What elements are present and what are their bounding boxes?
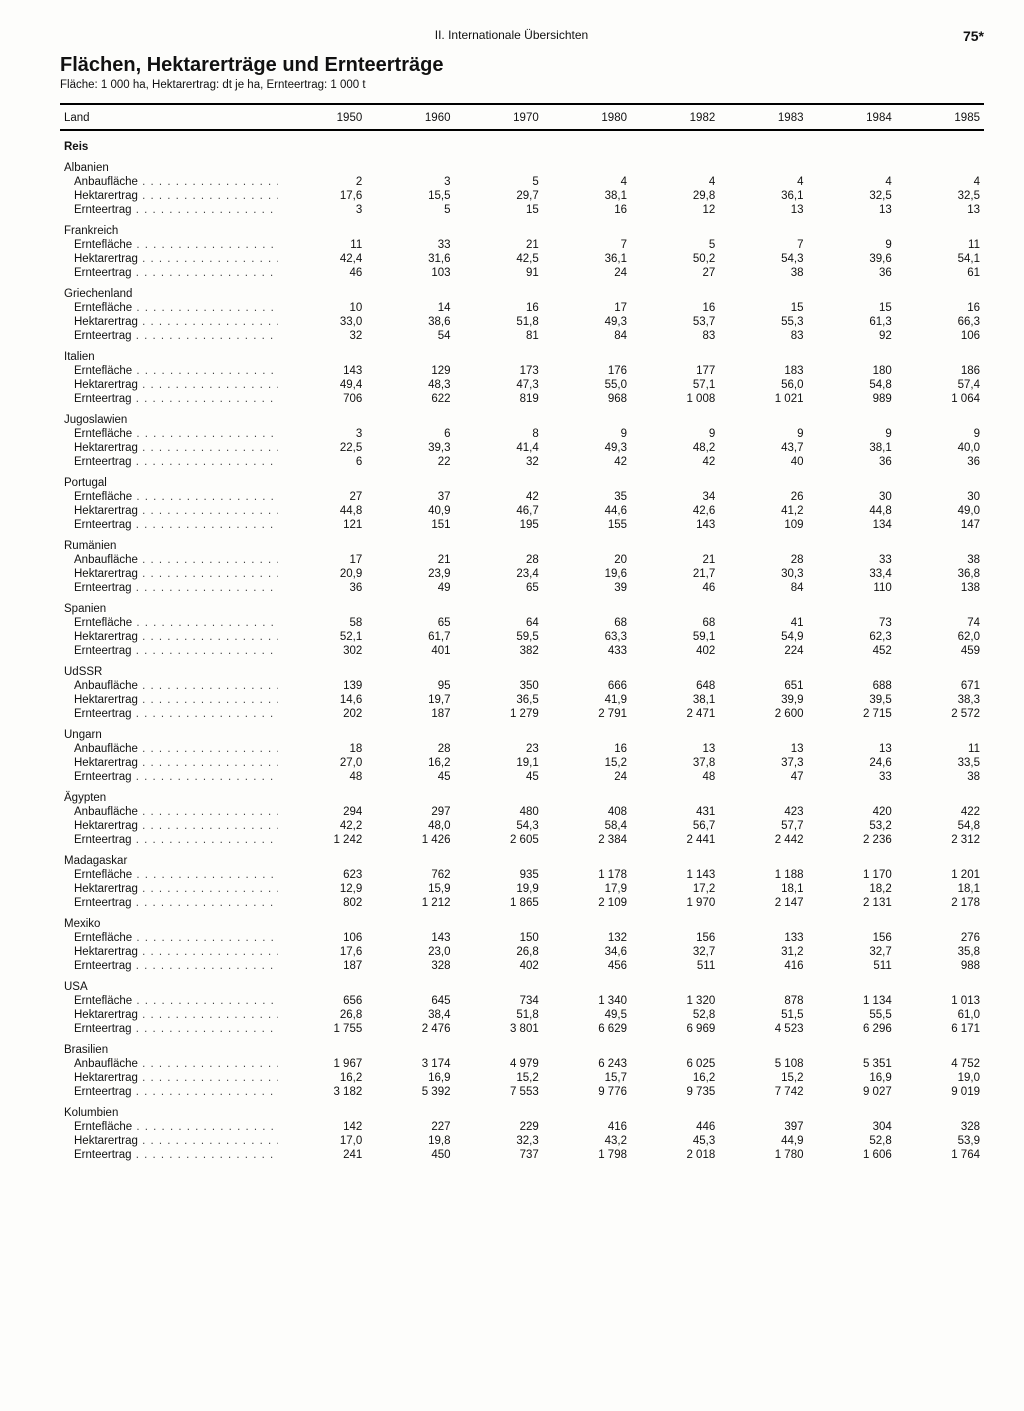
table-row: Ernteertrag3 1825 3927 5539 7769 7357 74… bbox=[60, 1085, 984, 1099]
group-title: Reis bbox=[60, 131, 984, 154]
table-row: Hektarertrag17,615,529,738,129,836,132,5… bbox=[60, 189, 984, 203]
col-year: 1980 bbox=[543, 111, 631, 125]
table-row: Erntefläche143129173176177183180186 bbox=[60, 364, 984, 378]
table-row: Ernteertrag2021871 2792 7912 4712 6002 7… bbox=[60, 707, 984, 721]
country-row: Ägypten bbox=[60, 784, 984, 805]
country-row: UdSSR bbox=[60, 658, 984, 679]
table-row: Erntefläche1014161716151516 bbox=[60, 301, 984, 315]
country-row: Italien bbox=[60, 343, 984, 364]
table-row: Hektarertrag22,539,341,449,348,243,738,1… bbox=[60, 441, 984, 455]
table-row: Hektarertrag27,016,219,115,237,837,324,6… bbox=[60, 756, 984, 770]
table-row: Hektarertrag20,923,923,419,621,730,333,4… bbox=[60, 567, 984, 581]
table-row: Hektarertrag17,623,026,834,632,731,232,7… bbox=[60, 945, 984, 959]
table-row: Ernteertrag187328402456511416511988 bbox=[60, 959, 984, 973]
table-row: Erntefläche6237629351 1781 1431 1881 170… bbox=[60, 868, 984, 882]
country-row: Jugoslawien bbox=[60, 406, 984, 427]
country-row: Rumänien bbox=[60, 532, 984, 553]
table-row: Anbaufläche1721282021283338 bbox=[60, 553, 984, 567]
table-row: Erntefläche36899999 bbox=[60, 427, 984, 441]
table-row: Ernteertrag1 2421 4262 6052 3842 4412 44… bbox=[60, 833, 984, 847]
page-title: Flächen, Hektarerträge und Ernteerträge bbox=[60, 54, 984, 77]
subtitle: Fläche: 1 000 ha, Hektarertrag: dt je ha… bbox=[60, 79, 984, 91]
table-row: Ernteertrag46103912427383661 bbox=[60, 266, 984, 280]
table-row: Ernteertrag32548184838392106 bbox=[60, 329, 984, 343]
country-row: Brasilien bbox=[60, 1036, 984, 1057]
col-year: 1983 bbox=[719, 111, 807, 125]
col-year: 1984 bbox=[808, 111, 896, 125]
table-row: Erntefläche106143150132156133156276 bbox=[60, 931, 984, 945]
country-row: Griechenland bbox=[60, 280, 984, 301]
country-row: Kolumbien bbox=[60, 1099, 984, 1120]
country-row: Spanien bbox=[60, 595, 984, 616]
table-row: Hektarertrag33,038,651,849,353,755,361,3… bbox=[60, 315, 984, 329]
country-row: Frankreich bbox=[60, 217, 984, 238]
rule-top bbox=[60, 103, 984, 105]
table-row: Ernteertrag8021 2121 8652 1091 9702 1472… bbox=[60, 896, 984, 910]
table-row: Hektarertrag16,216,915,215,716,215,216,9… bbox=[60, 1071, 984, 1085]
col-year: 1950 bbox=[278, 111, 366, 125]
country-row: Mexiko bbox=[60, 910, 984, 931]
table-row: Anbaufläche294297480408431423420422 bbox=[60, 805, 984, 819]
table-row: Anbaufläche13995350666648651688671 bbox=[60, 679, 984, 693]
table-row: Ernteertrag7066228199681 0081 0219891 06… bbox=[60, 392, 984, 406]
country-row: Ungarn bbox=[60, 721, 984, 742]
table-row: Hektarertrag12,915,919,917,917,218,118,2… bbox=[60, 882, 984, 896]
table-row: Ernteertrag121151195155143109134147 bbox=[60, 518, 984, 532]
table-row: Ernteertrag302401382433402224452459 bbox=[60, 644, 984, 658]
table-row: Erntefläche113321757911 bbox=[60, 238, 984, 252]
col-year: 1985 bbox=[896, 111, 984, 125]
section-header: II. Internationale Übersichten bbox=[435, 28, 588, 44]
table-row: Erntefläche142227229416446397304328 bbox=[60, 1120, 984, 1134]
table-row: Hektarertrag14,619,736,541,938,139,939,5… bbox=[60, 693, 984, 707]
table-row: Hektarertrag26,838,451,849,552,851,555,5… bbox=[60, 1008, 984, 1022]
table-row: Ernteertrag1 7552 4763 8016 6296 9694 52… bbox=[60, 1022, 984, 1036]
col-year: 1970 bbox=[455, 111, 543, 125]
table-row: Hektarertrag42,431,642,536,150,254,339,6… bbox=[60, 252, 984, 266]
country-row: USA bbox=[60, 973, 984, 994]
table-row: Erntefläche5865646868417374 bbox=[60, 616, 984, 630]
table-row: Anbaufläche1828231613131311 bbox=[60, 742, 984, 756]
col-year: 1982 bbox=[631, 111, 719, 125]
table-row: Ernteertrag35151612131313 bbox=[60, 203, 984, 217]
table-row: Anbaufläche23544444 bbox=[60, 175, 984, 189]
table-row: Ernteertrag622324242403636 bbox=[60, 455, 984, 469]
table-row: Ernteertrag4845452448473338 bbox=[60, 770, 984, 784]
col-year: 1960 bbox=[366, 111, 454, 125]
table-row: Hektarertrag42,248,054,358,456,757,753,2… bbox=[60, 819, 984, 833]
country-row: Albanien bbox=[60, 154, 984, 175]
table-row: Hektarertrag17,019,832,343,245,344,952,8… bbox=[60, 1134, 984, 1148]
data-table: Land 1950 1960 1970 1980 1982 1983 1984 … bbox=[60, 111, 984, 1162]
country-row: Madagaskar bbox=[60, 847, 984, 868]
col-land: Land bbox=[60, 111, 278, 125]
table-row: Erntefläche6566457341 3401 3208781 1341 … bbox=[60, 994, 984, 1008]
table-row: Hektarertrag49,448,347,355,057,156,054,8… bbox=[60, 378, 984, 392]
table-row: Ernteertrag2414507371 7982 0181 7801 606… bbox=[60, 1148, 984, 1162]
table-row: Ernteertrag364965394684110138 bbox=[60, 581, 984, 595]
table-row: Hektarertrag44,840,946,744,642,641,244,8… bbox=[60, 504, 984, 518]
header-row: Land 1950 1960 1970 1980 1982 1983 1984 … bbox=[60, 111, 984, 125]
table-row: Hektarertrag52,161,759,563,359,154,962,3… bbox=[60, 630, 984, 644]
page-number: 75* bbox=[963, 28, 984, 44]
table-row: Anbaufläche1 9673 1744 9796 2436 0255 10… bbox=[60, 1057, 984, 1071]
table-row: Erntefläche2737423534263030 bbox=[60, 490, 984, 504]
country-row: Portugal bbox=[60, 469, 984, 490]
